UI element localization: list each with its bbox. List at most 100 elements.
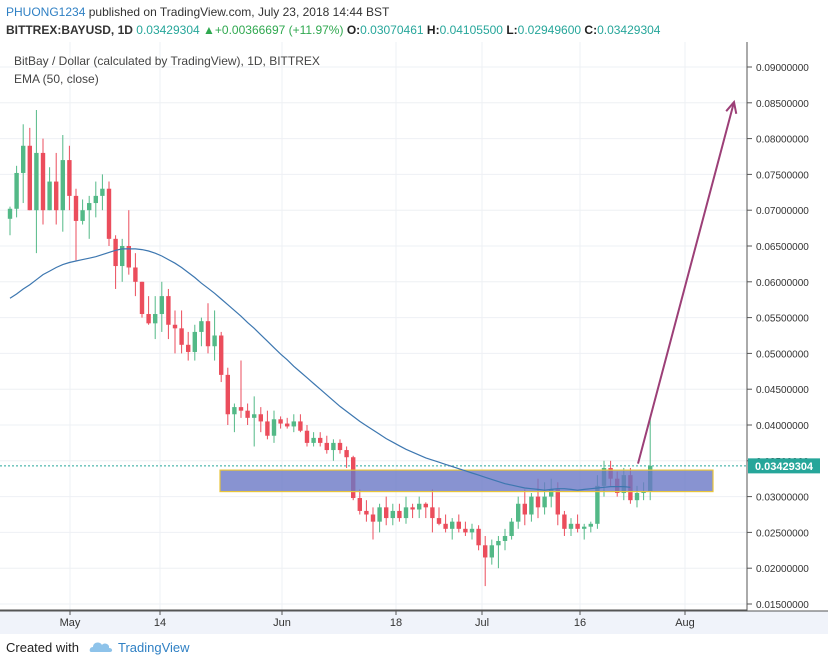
publish-text: published on TradingView.com, July 23, 2… bbox=[88, 5, 390, 19]
candle bbox=[100, 174, 105, 211]
candle bbox=[192, 324, 197, 361]
candle bbox=[456, 514, 461, 533]
candle bbox=[311, 432, 316, 447]
time-axis-labels: May 14 Jun 18 Jul 16 Aug bbox=[60, 610, 695, 629]
candle bbox=[476, 525, 481, 551]
chart-background bbox=[0, 42, 828, 634]
candle bbox=[258, 407, 263, 433]
price-tick-label: 0.01500000 bbox=[756, 600, 809, 611]
support-zone[interactable] bbox=[219, 469, 714, 493]
candle bbox=[73, 188, 79, 261]
last-price: 0.03429304 bbox=[136, 23, 200, 37]
price-chart[interactable]: 0.09000000 0.08500000 0.08000000 0.07500000… bbox=[0, 42, 828, 634]
candle bbox=[285, 417, 290, 429]
indicator-label: EMA (50, close) bbox=[14, 72, 99, 86]
time-tick-label: Jul bbox=[475, 617, 489, 629]
price-tick-label: 0.06500000 bbox=[756, 242, 809, 253]
ema-line bbox=[9, 248, 631, 491]
price-tick-label: 0.03000000 bbox=[756, 493, 809, 504]
tradingview-logo-icon bbox=[89, 642, 112, 652]
candle bbox=[364, 500, 369, 522]
current-price-tag: 0.03429304 bbox=[748, 458, 820, 474]
chart-title: BitBay / Dollar (calculated by TradingVi… bbox=[14, 54, 320, 68]
candle bbox=[153, 296, 158, 340]
change-up-icon: ▲ bbox=[203, 23, 215, 37]
candle bbox=[324, 435, 329, 454]
candle bbox=[120, 238, 125, 282]
time-tick-label: Jun bbox=[273, 617, 291, 629]
candle bbox=[575, 514, 580, 533]
time-tick-label: May bbox=[60, 617, 81, 629]
footer: Created with TradingView bbox=[6, 640, 190, 655]
candle bbox=[54, 152, 59, 225]
candle bbox=[331, 439, 336, 461]
author-name[interactable]: PHUONG1234 bbox=[6, 5, 86, 19]
candle bbox=[80, 199, 85, 225]
candle bbox=[390, 503, 395, 526]
price-tick-label: 0.08500000 bbox=[756, 99, 809, 110]
candle bbox=[423, 502, 428, 519]
candle bbox=[21, 124, 26, 204]
price-tick-label: 0.05500000 bbox=[756, 314, 809, 325]
candle bbox=[245, 403, 250, 425]
candle bbox=[291, 414, 296, 433]
price-tick-label: 0.04500000 bbox=[756, 385, 809, 396]
candle bbox=[238, 360, 244, 418]
price-tick-label: 0.05000000 bbox=[756, 349, 809, 360]
candle bbox=[219, 331, 224, 383]
candle bbox=[397, 503, 402, 522]
low-label: L: bbox=[506, 23, 518, 37]
candle bbox=[582, 523, 587, 540]
candle bbox=[27, 127, 32, 211]
candle bbox=[265, 410, 270, 440]
change-value: +0.00366697 (+11.97%) bbox=[214, 23, 344, 37]
candle bbox=[463, 521, 468, 536]
candle bbox=[529, 493, 534, 522]
arrow-shaft bbox=[637, 101, 735, 464]
candle bbox=[93, 181, 98, 218]
ohlc-info: BITTREX:BAYUSD, 1D 0.03429304 ▲+0.003666… bbox=[6, 23, 660, 37]
candle bbox=[67, 145, 72, 211]
close-value: 0.03429304 bbox=[597, 23, 661, 37]
price-axis-labels: 0.09000000 0.08500000 0.08000000 0.07500000… bbox=[747, 63, 809, 611]
candle bbox=[318, 432, 323, 447]
candle bbox=[40, 138, 46, 225]
arrow-annotation[interactable] bbox=[637, 99, 738, 464]
candle bbox=[225, 367, 230, 425]
candle bbox=[410, 503, 415, 519]
candle bbox=[212, 310, 217, 361]
candle bbox=[298, 414, 303, 433]
open-value: 0.03070461 bbox=[360, 23, 424, 37]
price-tick-label: 0.02000000 bbox=[756, 564, 809, 575]
candle bbox=[159, 281, 164, 332]
candle bbox=[430, 489, 435, 533]
candle bbox=[489, 539, 494, 565]
price-tick-label: 0.08000000 bbox=[756, 135, 809, 146]
time-tick-label: 14 bbox=[154, 617, 166, 629]
candle bbox=[403, 496, 409, 524]
price-tick-label: 0.09000000 bbox=[756, 63, 809, 74]
tradingview-brand[interactable]: TradingView bbox=[118, 640, 190, 655]
candle bbox=[139, 281, 145, 318]
created-with-text: Created with bbox=[6, 640, 79, 655]
candle bbox=[172, 310, 178, 354]
candle bbox=[436, 507, 442, 526]
candle bbox=[7, 206, 13, 236]
arrow-head bbox=[725, 99, 738, 115]
candle bbox=[337, 439, 343, 454]
candle bbox=[113, 235, 118, 289]
candle bbox=[232, 403, 237, 433]
candle bbox=[509, 518, 514, 540]
candle bbox=[304, 425, 310, 447]
high-label: H: bbox=[426, 23, 440, 37]
high-value: 0.04105500 bbox=[439, 23, 503, 37]
candle bbox=[469, 523, 475, 540]
publish-info: PHUONG1234 published on TradingView.com,… bbox=[6, 5, 389, 19]
price-tick-label: 0.07000000 bbox=[756, 206, 809, 217]
candle bbox=[588, 521, 593, 533]
candle bbox=[344, 446, 349, 468]
candle bbox=[278, 416, 283, 429]
low-value: 0.02949600 bbox=[517, 23, 582, 37]
candle bbox=[47, 167, 52, 211]
candle bbox=[370, 507, 376, 540]
